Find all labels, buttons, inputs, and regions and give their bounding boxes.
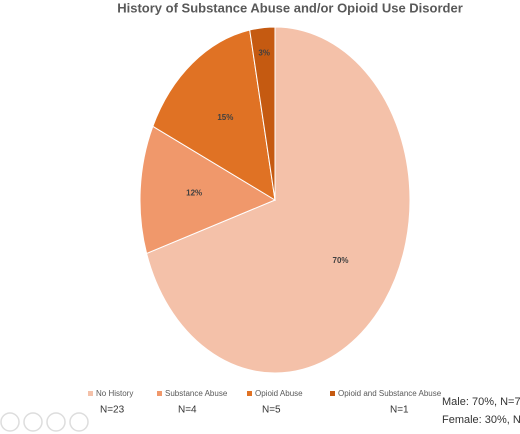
- data-label: 70%: [333, 256, 349, 265]
- note: Male: 70%, N=7: [442, 396, 520, 408]
- legend-swatch: [247, 391, 252, 396]
- count-label: N=5: [262, 405, 281, 416]
- pie-slice: [249, 26, 276, 201]
- pie-slice: [146, 26, 411, 374]
- data-label: 15%: [217, 113, 233, 122]
- count-label: N=1: [390, 405, 409, 416]
- legend-swatch: [330, 391, 335, 396]
- legend-label: Opioid and Substance Abuse: [338, 389, 442, 398]
- legend-label: Substance Abuse: [165, 389, 228, 398]
- legend-swatch: [88, 391, 93, 396]
- note: Female: 30%, N=3: [442, 414, 520, 426]
- legend-label: No History: [96, 389, 133, 398]
- count-label: N=4: [178, 405, 197, 416]
- data-label: 3%: [258, 49, 270, 58]
- chart-title: History of Substance Abuse and/or Opioid…: [117, 0, 463, 15]
- legend-label: Opioid Abuse: [255, 389, 303, 398]
- pie-slice: [139, 125, 277, 255]
- pie-slice: [152, 29, 276, 201]
- data-label: 12%: [186, 189, 202, 198]
- count-label: N=23: [100, 405, 125, 416]
- toolbar: [0, 412, 89, 432]
- legend-swatch: [157, 391, 162, 396]
